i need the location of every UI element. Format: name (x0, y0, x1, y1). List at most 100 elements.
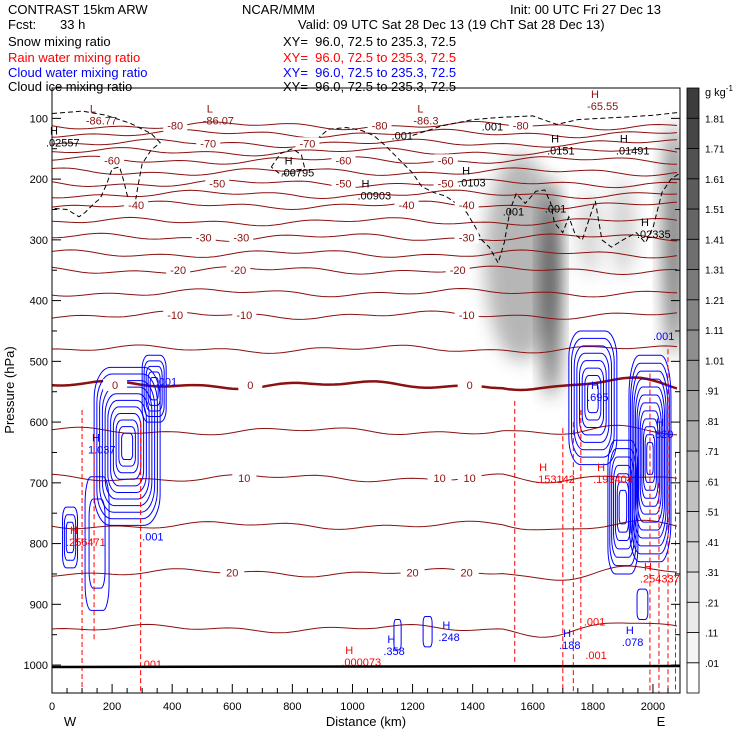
isotherm--40 (52, 200, 678, 211)
colorbar-label: .11 (705, 629, 719, 640)
isotherm-label-bg (454, 231, 479, 244)
isotherm-label-bg (220, 566, 245, 579)
x-tick-label: 1600 (521, 701, 545, 713)
isotherm-label-bg (232, 309, 257, 322)
east-label: E (657, 714, 666, 729)
isotherm-label: -10 (459, 310, 475, 322)
cloud-water-contour (579, 360, 607, 436)
isotherm--25 (52, 249, 678, 259)
cloud-water-contour (587, 382, 599, 414)
isotherm-label-group: -30 (229, 231, 254, 244)
isotherm-label: -10 (236, 310, 252, 322)
isotherm-label: -60 (104, 155, 120, 167)
isotherm-label-group: -10 (454, 309, 479, 322)
isotherm-label-group: 0 (457, 379, 482, 392)
cloud-water-contour (613, 464, 633, 550)
contour-labels: L-86.77L-86.07L-86.3H-65.55H.02557H.0079… (46, 89, 680, 671)
colorbar-label: .51 (705, 508, 719, 519)
colorbar-label: 1.81 (705, 114, 725, 125)
cloud-water-contour (63, 514, 77, 561)
extremum-value: .02335 (637, 229, 671, 241)
colorbar-bin (686, 662, 700, 694)
isotherm--70 (52, 138, 678, 148)
isotherm-label: -70 (299, 138, 315, 150)
legend-cloud-water-xy: XY= 96.0, 72.5 to 235.3, 72.5 (283, 65, 457, 80)
init-time: Init: 00 UTC Fri 27 Dec 13 (510, 2, 661, 17)
isotherm-label-group: -50 (205, 177, 230, 190)
x-tick-label: 600 (223, 701, 241, 713)
isotherm-label-group: 0 (238, 379, 263, 392)
isotherm-label: 0 (467, 380, 473, 392)
extremum-marker: H (50, 126, 58, 138)
extremum-value: .0151 (547, 145, 575, 157)
cloud-water-contour (96, 373, 158, 520)
isotherm-label-group: -60 (100, 154, 125, 167)
colorbar-bin (686, 571, 700, 603)
extremum: L-86.07 (203, 104, 234, 128)
isotherm-label-group: 20 (220, 566, 245, 580)
isotherm-25 (52, 622, 678, 638)
isotherm--30 (52, 232, 678, 242)
extremum-marker: H (644, 562, 652, 574)
x-axis-label: Distance (km) (326, 714, 406, 729)
isotherm-label-group: -20 (445, 264, 470, 277)
y-tick-label: 900 (30, 599, 48, 611)
isotherm-label-bg (445, 264, 470, 277)
extremum: H.695 (587, 380, 608, 404)
isotherm-label: -60 (336, 155, 352, 167)
x-tick-label: 1800 (581, 701, 605, 713)
colorbar-label: .21 (705, 598, 719, 609)
isotherm-label-group: -50 (433, 177, 458, 190)
isotherm-label-bg (166, 264, 191, 277)
isotherm-label-bg (454, 199, 479, 212)
isotherm-label-bg (124, 199, 149, 212)
cloud-water-contour (101, 386, 153, 507)
colorbar-label: .61 (705, 477, 719, 488)
extremum-marker: L (207, 104, 213, 116)
isotherm-label: -10 (167, 310, 183, 322)
cloud-water-contour (618, 489, 628, 525)
colorbar-units: g kg-1 (705, 84, 733, 99)
extremum-value: .248 (438, 632, 459, 644)
west-label: W (64, 714, 77, 729)
extremum: H.153142 (535, 462, 575, 486)
x-tick-label: 1200 (400, 701, 424, 713)
model-title: CONTRAST 15km ARW (8, 2, 148, 17)
cloud-water-contour (581, 367, 605, 428)
extremum-value: .01491 (616, 145, 650, 157)
y-tick-label: 200 (30, 174, 48, 186)
isotherm-label-bg (232, 471, 257, 484)
x-tick-label: 1400 (460, 701, 484, 713)
cloud-water-contour (84, 476, 110, 611)
extremum-marker: L (90, 104, 96, 116)
cloud-water-contour (88, 498, 106, 589)
terrain-line (51, 664, 681, 669)
snow-plume (579, 191, 601, 277)
extremum: H.0151 (547, 133, 575, 157)
legend-cloud-ice: Cloud ice mixing ratio (8, 79, 133, 94)
cloud-water-contour (422, 615, 433, 648)
cloud-water-contour (143, 360, 165, 418)
colorbar-label: .91 (705, 387, 719, 398)
extremum-marker: H (462, 166, 470, 178)
cloud-water-contour (573, 345, 613, 451)
colorbar-bin (686, 178, 700, 210)
isotherm-label-group: -20 (166, 264, 191, 277)
extremum: H.00795 (281, 155, 315, 179)
isotherm-label: 20 (226, 568, 238, 580)
cloud-water-contour (99, 380, 156, 513)
extremum-marker: H (641, 217, 649, 229)
cloud-water-contour (149, 377, 159, 401)
isotherm-label-group: -80 (163, 119, 188, 133)
y-tick-label: 800 (30, 539, 48, 551)
cloud-water-contour (611, 456, 635, 558)
isotherm-label-bg (454, 309, 479, 322)
colorbar-label: 1.51 (705, 205, 725, 216)
isotherm-label-group: 20 (454, 566, 479, 580)
colorbar-bin (686, 359, 700, 391)
isotherm-label-group: 10 (457, 471, 482, 485)
x-tick-label: 0 (49, 701, 55, 713)
isotherm-label: -50 (209, 178, 225, 190)
extremum-value: .193404 (593, 474, 633, 486)
extremum: H1.037 (88, 432, 116, 456)
